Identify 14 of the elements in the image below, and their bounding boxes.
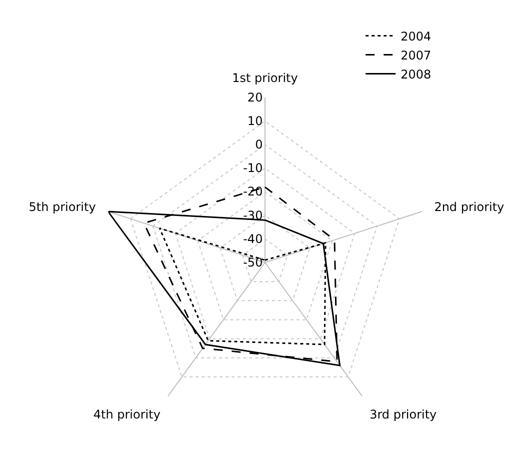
y-tick-label: 10: [247, 114, 263, 128]
y-tick-label: 20: [247, 90, 263, 104]
y-tick-label: -40: [243, 232, 263, 246]
spoke-label: 5th priority: [28, 200, 96, 214]
legend-label: 2007: [400, 48, 432, 62]
legend-label: 2004: [400, 29, 432, 44]
y-tick-label: -10: [243, 161, 263, 176]
y-tick-label: -50: [243, 255, 263, 270]
y-tick-label: 0: [255, 138, 263, 152]
spoke-label: 3rd priority: [370, 408, 437, 422]
spoke-label: 4th priority: [93, 408, 160, 422]
spoke-label: 1st priority: [232, 71, 298, 86]
spoke-label: 2nd priority: [434, 200, 504, 214]
legend-label: 2008: [400, 67, 432, 82]
